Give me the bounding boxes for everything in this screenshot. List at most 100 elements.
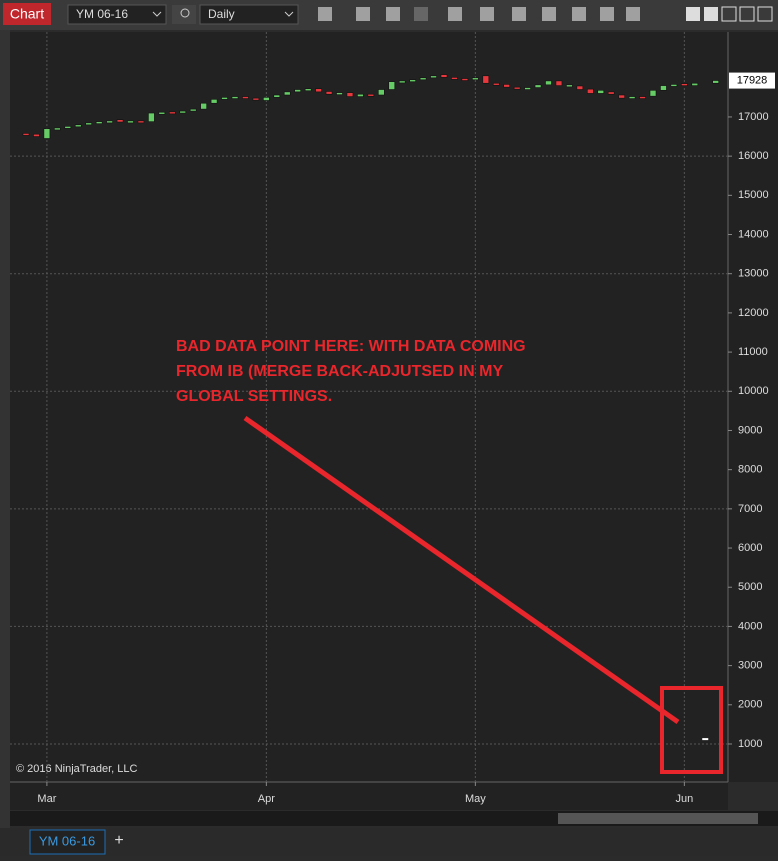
y-tick-label: 8000 — [738, 464, 762, 476]
x-tick-label: Jun — [675, 793, 693, 805]
candle-body — [210, 99, 218, 104]
y-tick-label: 2000 — [738, 699, 762, 711]
candle-body — [252, 97, 260, 101]
icon[interactable] — [448, 7, 462, 21]
candle-body — [106, 120, 113, 124]
candle-body — [336, 92, 343, 95]
icon[interactable] — [386, 7, 400, 21]
y-tick-label: 11000 — [738, 346, 768, 358]
candle-body — [325, 91, 333, 95]
annotation-line: GLOBAL SETTINGS. — [176, 388, 332, 405]
candle-body — [628, 96, 636, 99]
left-strip — [0, 30, 10, 830]
icon[interactable] — [512, 7, 526, 21]
candle-body — [304, 88, 312, 92]
candle-body — [503, 84, 511, 88]
candle-body — [430, 75, 437, 79]
scroll-thumb[interactable] — [558, 813, 758, 824]
icon[interactable] — [542, 7, 556, 21]
candle-body — [169, 111, 176, 115]
dropdown-arrow — [284, 11, 294, 17]
candle-body — [242, 96, 249, 99]
candle-body — [127, 120, 134, 124]
icon[interactable] — [626, 7, 640, 21]
candle-body — [440, 74, 448, 78]
add-tab-button[interactable]: + — [114, 832, 123, 849]
window-button[interactable] — [686, 7, 700, 21]
candle-body — [64, 126, 72, 129]
annotation-box — [660, 686, 723, 774]
candle-body — [555, 80, 563, 86]
candle-body — [221, 97, 228, 100]
x-tick-label: Apr — [258, 793, 275, 805]
y-tick-label: 6000 — [738, 542, 762, 554]
candle-body — [524, 87, 531, 90]
candle-body — [639, 96, 646, 99]
y-tick-label: 17000 — [738, 111, 769, 123]
y-tick-label: 1000 — [738, 738, 762, 750]
candle-body — [419, 77, 427, 81]
close-button[interactable] — [757, 6, 773, 22]
instrument-tab-label: YM 06-16 — [39, 833, 95, 848]
candle-body — [451, 77, 458, 80]
candle-body — [691, 82, 699, 86]
search-button[interactable] — [172, 5, 196, 24]
candle-body — [179, 110, 187, 114]
candle-body — [534, 84, 542, 88]
toolbar-icons — [318, 6, 773, 22]
candle-body — [200, 102, 207, 110]
icon[interactable] — [572, 7, 586, 21]
candle-body — [712, 80, 720, 84]
copyright: © 2016 NinjaTrader, LLC — [16, 763, 137, 775]
maximize-button[interactable] — [739, 6, 755, 22]
candle-body — [702, 738, 709, 741]
candle-body — [482, 75, 490, 84]
candle-body — [367, 93, 375, 97]
candle-body — [586, 88, 594, 94]
last-price-box — [729, 72, 775, 89]
y-tick-label: 14000 — [738, 228, 769, 240]
y-tick-label: 4000 — [738, 620, 762, 632]
x-axis-area — [10, 782, 728, 810]
last-price-label: 17928 — [737, 74, 768, 86]
icon[interactable] — [356, 7, 370, 21]
interval-select[interactable] — [199, 4, 299, 25]
minimize-button[interactable] — [721, 6, 737, 22]
icon[interactable] — [480, 7, 494, 21]
candle-body — [43, 128, 51, 139]
candle-body — [461, 78, 469, 81]
window-button[interactable] — [704, 7, 718, 21]
candle-body — [472, 77, 479, 81]
candle-body — [649, 89, 657, 97]
candle-body — [137, 120, 145, 124]
candle-body — [22, 133, 30, 136]
tab-bar — [0, 828, 778, 856]
plot-area — [10, 32, 728, 782]
candle-body — [74, 124, 82, 128]
candle-body — [377, 89, 385, 96]
icon[interactable] — [600, 7, 614, 21]
instrument-tab[interactable] — [29, 829, 106, 855]
candle-body — [346, 92, 354, 97]
candle-body — [189, 108, 197, 112]
dropdown-arrow — [152, 11, 162, 17]
chart-tab[interactable] — [3, 3, 51, 25]
candle-body — [409, 79, 416, 83]
candle-body — [283, 91, 291, 96]
candle-body — [388, 81, 396, 90]
candle-body — [273, 94, 281, 98]
candle-body — [398, 80, 406, 84]
candle-body — [95, 121, 103, 124]
candle-body — [116, 119, 124, 123]
icon[interactable] — [414, 7, 428, 21]
instrument-label: YM 06-16 — [76, 7, 128, 21]
y-axis-area — [728, 32, 778, 782]
chart-tab-label: Chart — [10, 6, 44, 22]
candle-body — [85, 122, 92, 126]
icon[interactable] — [318, 7, 332, 21]
instrument-select[interactable] — [67, 4, 167, 25]
candle-body — [576, 85, 584, 90]
y-tick-label: 12000 — [738, 307, 769, 319]
y-tick-label: 9000 — [738, 424, 762, 436]
